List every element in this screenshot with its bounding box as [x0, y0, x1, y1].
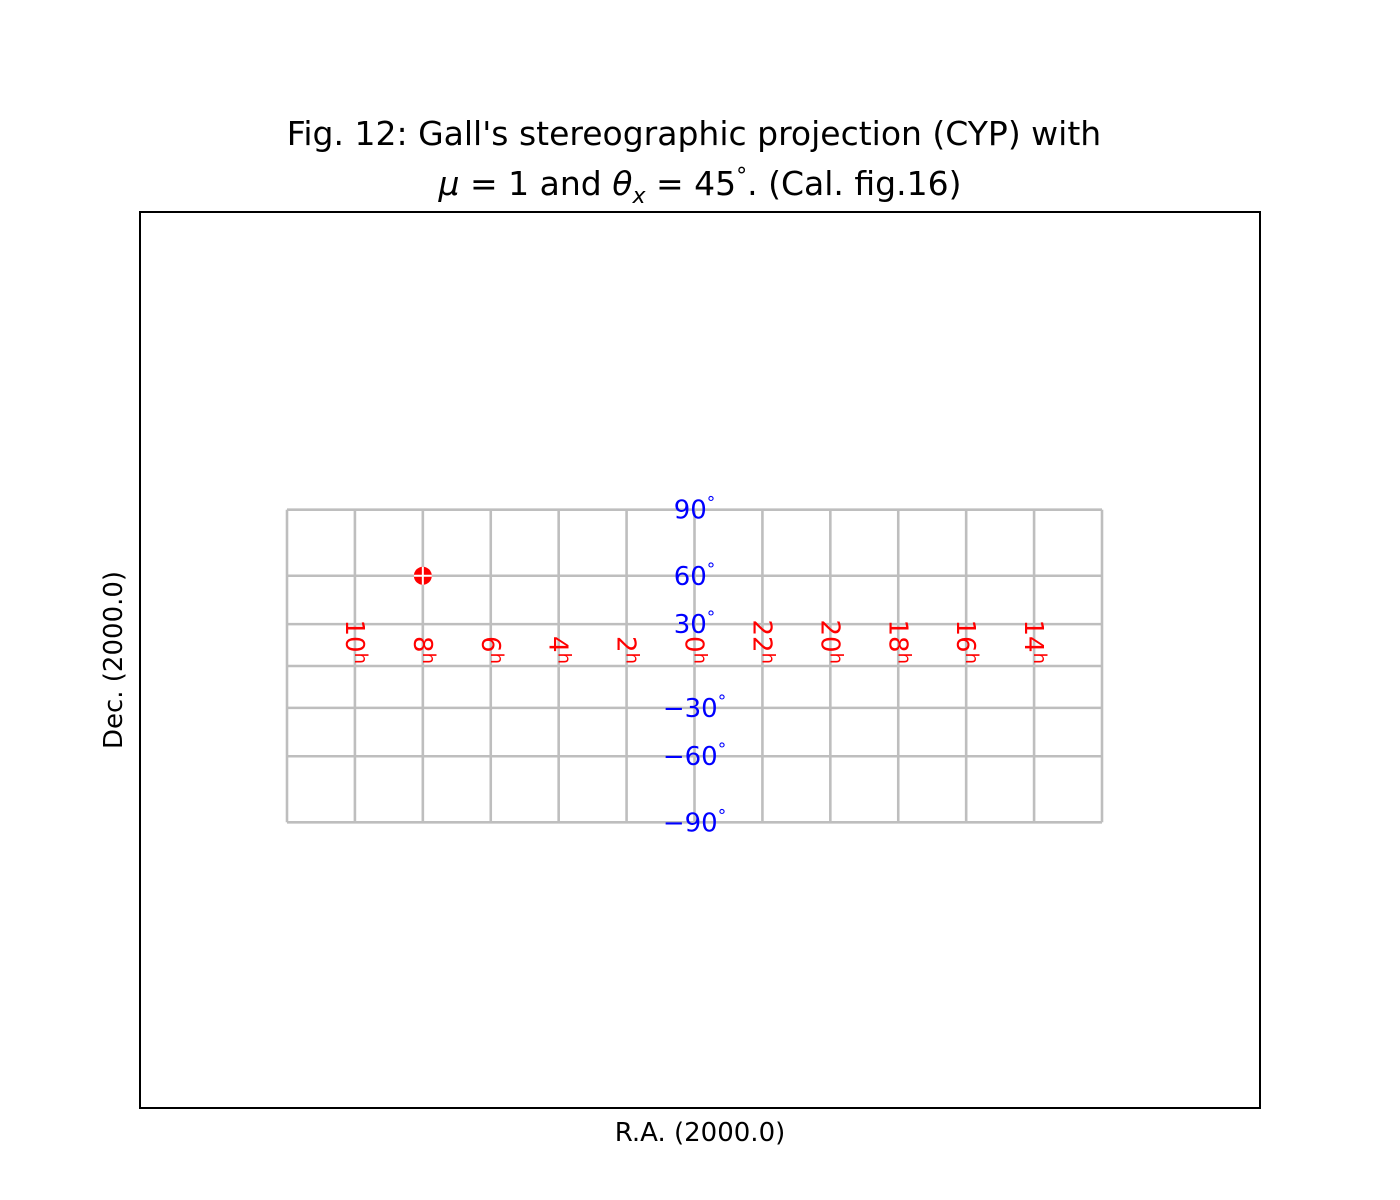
- ra-tick-label: 14h: [1018, 619, 1050, 664]
- title-mu-symbol: μ: [438, 164, 460, 203]
- ra-hour-unit: h: [554, 653, 575, 664]
- dec-degree-unit: °: [707, 560, 716, 580]
- ra-tick-label: 10h: [339, 619, 371, 664]
- x-axis-label: R.A. (2000.0): [615, 1118, 786, 1148]
- ra-hour-unit: h: [486, 653, 507, 664]
- dec-degree-unit: °: [718, 806, 727, 826]
- ra-hours: 6: [475, 636, 505, 653]
- dec-degree-unit: °: [707, 608, 716, 628]
- ra-hours: 8: [407, 636, 437, 653]
- dec-value: −60: [663, 742, 718, 772]
- dec-value: 60: [674, 562, 707, 592]
- title-theta-equals: = 45: [645, 164, 736, 203]
- dec-degree-unit: °: [718, 740, 727, 760]
- title-mu-equals: = 1 and: [460, 164, 613, 203]
- ra-hour-unit: h: [418, 653, 439, 664]
- ra-tick-label: 0h: [679, 636, 711, 664]
- chart-title-line-2: μ = 1 and θx = 45°. (Cal. fig.16): [438, 164, 962, 209]
- ra-tick-label: 22h: [746, 619, 778, 664]
- dec-tick-label: −60°: [663, 740, 726, 772]
- plot-frame: [139, 211, 1261, 1109]
- ra-hours: 2: [611, 636, 641, 653]
- dec-value: −30: [663, 694, 718, 724]
- dec-tick-label: 90°: [674, 494, 716, 526]
- ra-tick-label: 2h: [611, 636, 643, 664]
- title-theta-symbol: θ: [612, 164, 632, 203]
- ra-hour-unit: h: [690, 653, 711, 664]
- dec-tick-label: 30°: [674, 608, 716, 640]
- ra-tick-label: 20h: [814, 619, 846, 664]
- dec-tick-label: 60°: [674, 560, 716, 592]
- title-degree: °: [736, 164, 747, 189]
- ra-tick-label: 18h: [882, 619, 914, 664]
- dec-degree-unit: °: [707, 494, 716, 514]
- marked-points: [413, 566, 432, 585]
- dec-tick-label: −30°: [663, 692, 726, 724]
- dec-value: 30: [674, 610, 707, 640]
- ra-hours: 18: [882, 619, 912, 652]
- ra-hour-unit: h: [825, 653, 846, 664]
- dec-tick-labels: 90°60°30°−30°−60°−90°: [663, 494, 726, 839]
- y-axis-label: Dec. (2000.0): [99, 571, 129, 749]
- parallel-lines: [287, 508, 1102, 824]
- ra-hours: 22: [746, 619, 776, 652]
- ra-tick-label: 16h: [950, 619, 982, 664]
- ra-hour-unit: h: [622, 653, 643, 664]
- ra-hours: 14: [1018, 619, 1048, 652]
- ra-hours: 20: [814, 619, 844, 652]
- title-theta-subscript: x: [631, 184, 646, 209]
- ra-tick-label: 8h: [407, 636, 439, 664]
- title-rest: . (Cal. fig.16): [747, 164, 961, 203]
- dec-value: −90: [663, 808, 718, 838]
- ra-tick-label: 4h: [543, 636, 575, 664]
- dec-value: 90: [674, 496, 707, 526]
- dec-degree-unit: °: [718, 692, 727, 712]
- ra-hours: 16: [950, 619, 980, 652]
- ra-hours: 4: [543, 636, 573, 653]
- ra-hour-unit: h: [1029, 653, 1050, 664]
- ra-hours: 0: [679, 636, 709, 653]
- ra-hour-unit: h: [961, 653, 982, 664]
- ra-hour-unit: h: [893, 653, 914, 664]
- chart-title-line-1: Fig. 12: Gall's stereographic projection…: [287, 114, 1101, 153]
- point-marker: [413, 566, 432, 585]
- ra-hours: 10: [339, 619, 369, 652]
- ra-tick-label: 6h: [475, 636, 507, 664]
- ra-hour-unit: h: [350, 653, 371, 664]
- dec-tick-label: −90°: [663, 806, 726, 838]
- ra-hour-unit: h: [757, 653, 778, 664]
